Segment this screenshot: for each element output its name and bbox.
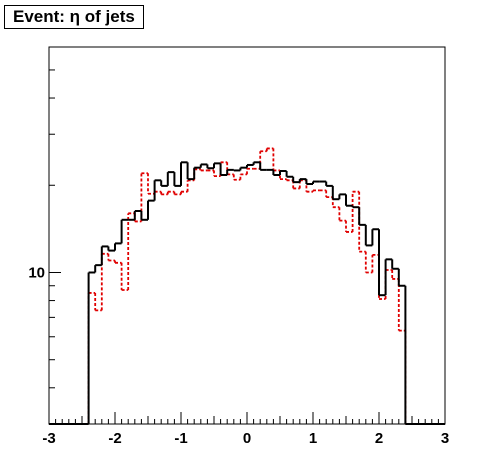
series-solid: [49, 161, 445, 425]
chart-title: Event: η of jets: [4, 5, 144, 29]
x-tick-label: -3: [42, 430, 55, 447]
plot-frame: [48, 46, 446, 425]
series-layer: [49, 147, 445, 425]
x-tick-label: 0: [243, 430, 251, 447]
tick-labels: -3 -2 -1 0 1 2 3 10: [28, 264, 449, 447]
x-tick-label: 2: [375, 430, 383, 447]
x-tick-label: 1: [309, 430, 317, 447]
y-tick-label: 10: [28, 264, 45, 281]
x-tick-label: -2: [108, 430, 121, 447]
x-tick-label: -1: [174, 430, 187, 447]
x-tick-label: 3: [441, 430, 449, 447]
axis-ticks: [48, 46, 446, 425]
